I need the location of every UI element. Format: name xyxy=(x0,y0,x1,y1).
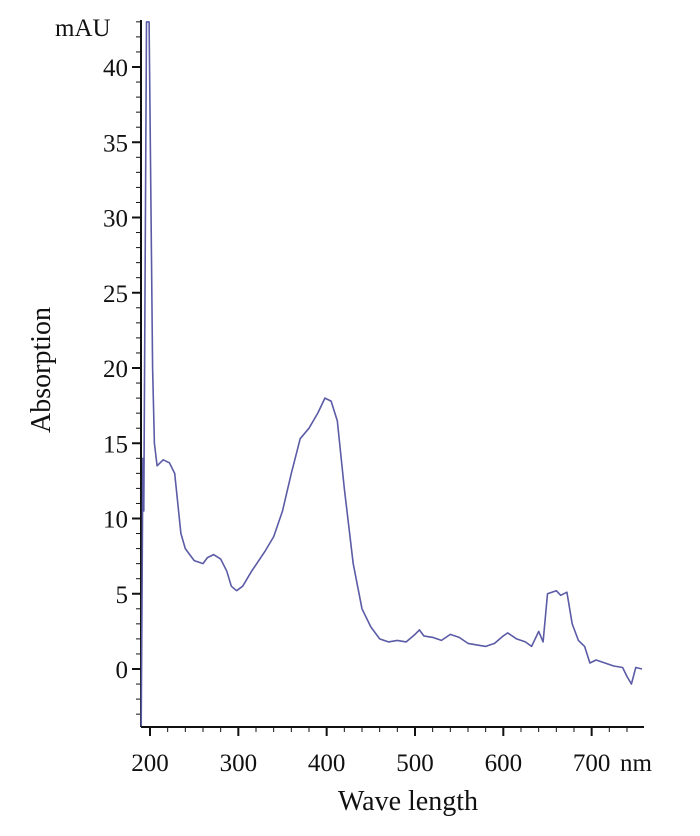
x-tick-label: 200 xyxy=(131,750,169,777)
y-tick-label: 5 xyxy=(116,582,129,609)
x-tick-label: 600 xyxy=(485,750,523,777)
y-unit-label: mAU xyxy=(55,15,111,42)
x-tick-label: 400 xyxy=(308,750,346,777)
absorption-series-line xyxy=(140,21,643,727)
y-tick-label: 20 xyxy=(103,356,128,383)
y-tick-label: 10 xyxy=(103,507,128,534)
y-tick-label: 35 xyxy=(103,130,128,157)
y-tick-label: 40 xyxy=(103,55,128,82)
x-tick-label: 300 xyxy=(220,750,258,777)
x-tick-labels: 200 300 400 500 600 700 xyxy=(131,750,610,777)
y-tick-label: 25 xyxy=(103,281,128,308)
y-axis-title: Absorption xyxy=(26,307,57,433)
y-tick-label: 0 xyxy=(116,657,129,684)
x-axis-title: Wave length xyxy=(338,786,478,817)
y-tick-labels: 0 5 10 15 20 25 30 35 40 xyxy=(103,55,128,684)
minor-ticks xyxy=(136,21,628,732)
y-tick-label: 15 xyxy=(103,431,128,458)
major-ticks xyxy=(132,66,593,736)
y-tick-label: 30 xyxy=(103,206,128,233)
x-tick-label: 500 xyxy=(396,750,434,777)
x-tick-label: 700 xyxy=(573,750,611,777)
x-unit-label: nm xyxy=(620,750,653,777)
